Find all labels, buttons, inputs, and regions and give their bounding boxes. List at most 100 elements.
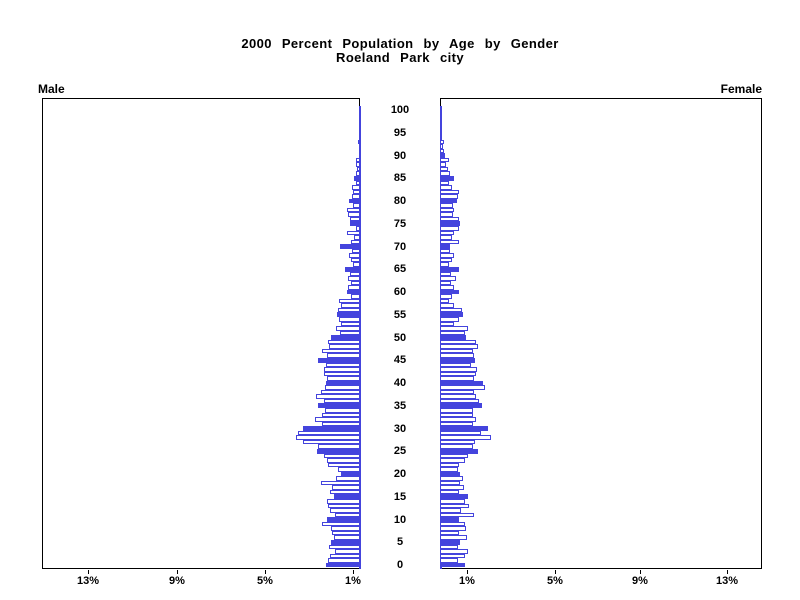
female-bar-age-35 — [440, 403, 482, 409]
female-bar-age-33 — [440, 412, 474, 418]
male-bar-age-51 — [340, 330, 360, 336]
male-bar-age-93 — [357, 139, 360, 145]
female-bar-age-18 — [440, 480, 460, 486]
male-bar-age-12 — [330, 508, 360, 513]
female-bar-age-66 — [440, 262, 450, 267]
female-bar-age-62 — [440, 280, 452, 286]
male-bar-age-55 — [336, 312, 360, 318]
chart-title: 2000 Percent Population by Age by Gender — [241, 36, 559, 51]
male-bar-age-68 — [348, 253, 360, 258]
female-bar-age-87 — [440, 166, 448, 172]
female-bar-age-0 — [440, 562, 466, 568]
female-bar-age-90 — [440, 153, 446, 158]
female-bar-age-9 — [440, 521, 466, 527]
male-axis-tick-2 — [265, 570, 266, 574]
age-axis-label-85: 85 — [393, 172, 407, 185]
female-bar-age-72 — [440, 235, 452, 240]
age-axis-label-10: 10 — [393, 513, 407, 526]
male-bar-age-48 — [329, 344, 360, 349]
female-axis-tick-0 — [467, 570, 468, 574]
male-bar-age-39 — [324, 385, 360, 390]
male-bar-age-54 — [339, 317, 360, 322]
male-bar-age-8 — [331, 526, 360, 531]
age-axis-label-35: 35 — [393, 399, 407, 412]
female-pct-label-0: 1% — [459, 575, 475, 587]
female-bar-age-2 — [440, 553, 466, 559]
female-bar-age-36 — [440, 398, 479, 404]
male-pct-label-1: 9% — [169, 575, 185, 587]
female-bar-age-86 — [440, 171, 450, 176]
male-bar-age-5 — [331, 539, 360, 545]
female-bar-age-11 — [440, 512, 474, 518]
female-bar-age-20 — [440, 471, 460, 477]
male-bar-age-84 — [355, 180, 360, 186]
male-bar-age-74 — [355, 226, 360, 231]
male-bar-age-16 — [330, 489, 360, 495]
female-bar-age-42 — [440, 371, 476, 377]
female-bar-age-53 — [440, 321, 455, 327]
female-bar-age-52 — [440, 326, 468, 331]
male-plot-panel — [42, 98, 360, 569]
chart-subtitle: Roeland Park city — [336, 50, 464, 65]
female-bar-age-48 — [440, 344, 478, 349]
female-bar-age-30 — [440, 426, 488, 431]
female-bar-age-25 — [440, 448, 478, 454]
female-bar-age-95 — [440, 130, 442, 136]
female-axis-tick-2 — [640, 570, 641, 574]
age-axis-label-20: 20 — [393, 468, 407, 480]
male-bar-age-19 — [335, 476, 360, 481]
female-bar-age-57 — [440, 303, 455, 308]
female-bar-age-74 — [440, 226, 459, 231]
male-bar-age-36 — [323, 398, 360, 404]
female-pct-label-3: 13% — [715, 575, 739, 587]
female-bar-age-37 — [440, 394, 476, 399]
male-pct-label-2: 5% — [257, 575, 273, 587]
male-bar-age-49 — [327, 339, 360, 345]
male-bar-age-11 — [334, 512, 360, 518]
female-bar-age-82 — [440, 189, 460, 195]
female-bar-age-75 — [440, 221, 460, 227]
female-bar-age-54 — [440, 317, 460, 322]
male-bar-age-53 — [341, 321, 360, 327]
male-bar-age-66 — [353, 262, 360, 267]
male-bar-age-100 — [358, 107, 361, 113]
female-bar-age-31 — [440, 421, 474, 427]
female-bar-age-58 — [440, 298, 449, 304]
female-bar-age-32 — [440, 417, 476, 422]
female-bar-age-45 — [440, 357, 476, 363]
female-bar-age-5 — [440, 539, 460, 545]
male-bar-age-29 — [298, 430, 360, 436]
female-bar-age-21 — [440, 467, 458, 472]
female-bar-age-47 — [440, 348, 474, 354]
male-bar-age-38 — [321, 389, 360, 395]
female-bar-age-56 — [440, 307, 463, 313]
female-bar-age-41 — [440, 376, 474, 381]
female-bar-age-80 — [440, 198, 457, 204]
female-bar-age-3 — [440, 549, 468, 554]
male-bar-age-22 — [327, 462, 360, 468]
male-bar-age-70 — [340, 244, 360, 249]
male-bar-age-24 — [323, 453, 360, 459]
female-bar-age-64 — [440, 271, 452, 277]
male-bar-age-25 — [316, 448, 360, 454]
female-bar-age-91 — [440, 148, 445, 154]
female-bar-age-8 — [440, 526, 467, 531]
female-bar-age-59 — [440, 294, 452, 299]
female-bar-age-68 — [440, 253, 455, 258]
female-bar-age-28 — [440, 435, 491, 440]
male-axis-tick-0 — [88, 570, 89, 574]
male-pct-label-3: 1% — [345, 575, 361, 587]
male-bar-age-79 — [353, 203, 360, 208]
age-axis-label-90: 90 — [393, 149, 407, 162]
male-bar-age-7 — [332, 530, 360, 536]
male-bar-age-63 — [347, 276, 360, 281]
age-axis-label-95: 95 — [393, 126, 407, 139]
male-bar-age-30 — [302, 426, 360, 431]
female-bar-age-93 — [440, 139, 445, 145]
male-bar-age-27 — [302, 439, 360, 445]
male-bar-age-40 — [325, 380, 360, 386]
male-axis-tick-1 — [177, 570, 178, 574]
male-bar-age-69 — [352, 248, 360, 254]
female-bar-age-26 — [440, 444, 473, 449]
